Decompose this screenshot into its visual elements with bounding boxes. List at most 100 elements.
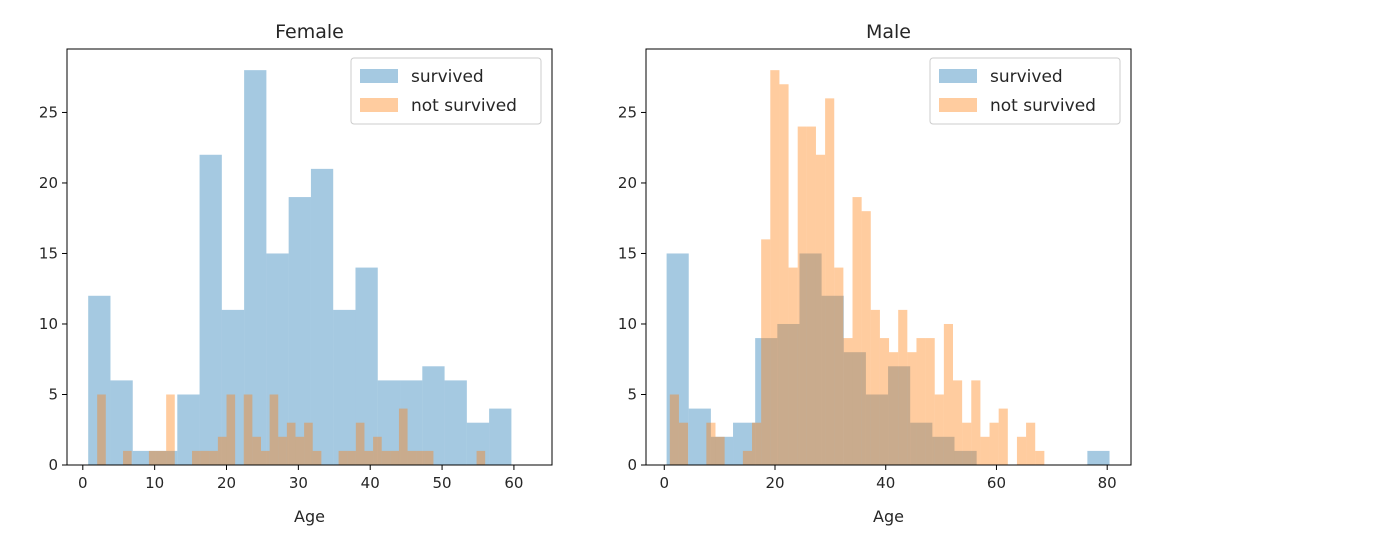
y-tick-label: 15 [39,244,58,262]
histogram-bar [934,394,944,465]
legend-box [350,57,542,125]
histogram-bar [177,394,200,465]
histogram-bar [669,394,679,465]
histogram-bar [733,422,756,465]
x-axis-label: Age [873,507,904,526]
histogram-bar [381,450,391,465]
histogram-bar [199,154,222,466]
histogram-bar [416,450,425,465]
histogram-bar [466,422,490,465]
histogram-bar [269,394,279,465]
histogram-bar [407,450,417,465]
y-tick-label: 15 [618,244,637,262]
histogram-bar [788,267,798,465]
histogram-bar [476,450,486,465]
histogram-bar [278,436,287,465]
histogram-bar [166,394,175,465]
chart-title: Female [275,21,344,43]
histogram-bar [148,450,158,465]
histogram-bar [261,450,270,465]
histogram-bar [706,422,716,465]
histogram-bar [157,450,167,465]
histogram-bar [221,309,245,465]
x-tick-label: 60 [987,474,1006,492]
histogram-bar [843,352,866,465]
histogram-bar [799,253,822,465]
histogram-bar [398,408,408,465]
histogram-bar [815,154,826,466]
x-tick-label: 60 [504,474,523,492]
histogram-bar [373,436,382,465]
histogram-bar [338,450,348,465]
histogram-bar [777,323,800,465]
series-survived [88,70,512,466]
histogram-bar [779,84,789,465]
histogram-bar [925,338,935,465]
histogram-bar [870,309,880,465]
histogram-bar [678,422,689,465]
histogram-bar [761,239,771,465]
histogram-bar [954,450,977,465]
y-tick-label: 5 [48,385,58,403]
axes-frame [66,48,553,466]
histogram-bar [355,422,365,465]
histogram-bar [752,422,762,465]
histogram-bar [861,211,871,465]
x-tick-label: 50 [433,474,452,492]
histogram-bar [364,450,374,465]
histogram-bar [110,380,133,465]
histogram-bar [1035,450,1045,465]
histogram-bar [1016,436,1027,465]
histogram-bar [916,338,926,465]
histogram-bar [192,450,201,465]
histogram-bar [797,126,807,465]
y-tick-label: 25 [39,103,58,121]
histogram-bar [989,422,999,465]
histogram-bar [226,394,236,465]
legend-swatch [939,69,977,83]
histogram-bar [390,450,399,465]
legend-entry: not survived [990,96,1096,116]
histogram-bar [834,267,844,465]
histogram-bar [97,394,106,465]
histogram-bar [710,436,734,465]
chart-male: 0 20 40 60 80 0 5 10 15 20 25 Male Age survived not su… [618,21,1132,526]
histogram-bar [806,126,816,465]
y-tick-label: 20 [618,174,637,192]
histogram-bar [286,422,296,465]
legend-entry: survived [990,67,1063,87]
histogram-bar [932,436,955,465]
histogram-bar [843,338,853,465]
histogram-bar [998,408,1008,465]
chart-title: Male [866,21,911,43]
histogram-bar [132,450,156,465]
histogram-bar [715,436,725,465]
y-tick-label: 20 [39,174,58,192]
histogram-bar [333,309,356,465]
histogram-bar [400,380,423,465]
histogram-bar [666,253,689,465]
y-tick-label: 0 [48,456,58,474]
histogram-bar [424,450,434,465]
histogram-bar [1087,450,1110,465]
series-not-survived [669,70,1045,466]
legend-swatch [939,98,977,112]
y-tick-label: 25 [618,103,637,121]
axes-frame [645,48,1132,466]
y-tick-label: 0 [627,456,637,474]
histogram-bar [304,422,313,465]
legend-swatch [360,69,398,83]
histogram-bar [962,422,972,465]
series-survived [666,253,1110,465]
x-tick-label: 0 [659,474,669,492]
histogram-bar [377,380,401,465]
histogram-bar [943,323,954,465]
histogram-bar [825,98,835,466]
x-tick-label: 30 [289,474,308,492]
y-tick-label: 10 [39,315,58,333]
y-tick-label: 5 [627,385,637,403]
x-tick-label: 20 [765,474,784,492]
histogram-bar [910,422,933,465]
histogram-bar [1026,422,1036,465]
histogram-bar [953,380,963,465]
